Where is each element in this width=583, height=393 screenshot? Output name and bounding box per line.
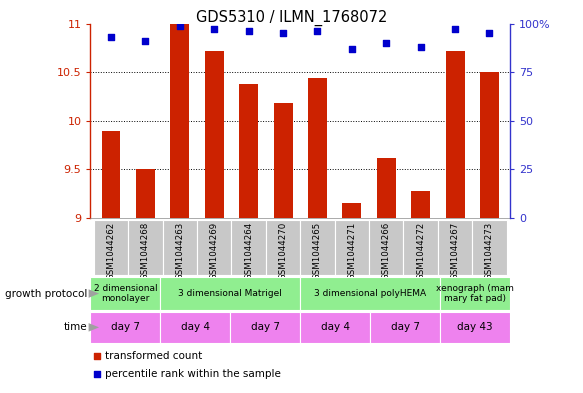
Text: GSM1044267: GSM1044267 — [451, 222, 459, 280]
Bar — [160, 312, 230, 343]
Text: GSM1044273: GSM1044273 — [485, 222, 494, 280]
Bar — [197, 220, 231, 275]
Bar — [308, 78, 327, 218]
Text: xenograph (mam
mary fat pad): xenograph (mam mary fat pad) — [436, 284, 514, 303]
Bar — [411, 191, 430, 218]
Bar — [205, 51, 224, 218]
Text: transformed count: transformed count — [105, 351, 202, 361]
Bar — [90, 312, 160, 343]
Bar — [342, 202, 361, 218]
Point — [93, 371, 102, 377]
Point — [485, 30, 494, 37]
Text: GSM1044268: GSM1044268 — [141, 222, 150, 280]
Bar — [273, 103, 293, 218]
Bar — [136, 169, 155, 218]
Bar — [440, 312, 510, 343]
Text: day 43: day 43 — [457, 322, 493, 332]
Text: GSM1044263: GSM1044263 — [175, 222, 184, 280]
Bar — [170, 24, 189, 218]
Point — [93, 353, 102, 359]
Bar — [480, 72, 499, 218]
Bar — [377, 158, 396, 218]
Bar — [300, 312, 370, 343]
Point — [209, 26, 219, 33]
Text: day 4: day 4 — [181, 322, 210, 332]
Bar — [160, 277, 300, 310]
Point — [278, 30, 287, 37]
Text: day 7: day 7 — [251, 322, 280, 332]
Bar — [300, 277, 440, 310]
Text: GSM1044266: GSM1044266 — [382, 222, 391, 280]
Text: 2 dimensional
monolayer: 2 dimensional monolayer — [93, 284, 157, 303]
Point — [175, 22, 184, 29]
Text: 3 dimensional Matrigel: 3 dimensional Matrigel — [178, 289, 282, 298]
Bar — [266, 220, 300, 275]
Text: day 7: day 7 — [111, 322, 140, 332]
Bar — [369, 220, 403, 275]
Text: GSM1044265: GSM1044265 — [313, 222, 322, 280]
Bar — [128, 220, 163, 275]
Bar — [230, 312, 300, 343]
Point — [106, 34, 115, 40]
Bar — [300, 220, 335, 275]
Point — [451, 26, 460, 33]
Bar — [163, 220, 197, 275]
Bar — [94, 220, 128, 275]
Point — [313, 28, 322, 35]
Text: time: time — [64, 322, 87, 332]
Text: GSM1044270: GSM1044270 — [279, 222, 287, 280]
Bar — [438, 220, 472, 275]
Bar — [335, 220, 369, 275]
Bar — [231, 220, 266, 275]
Bar — [239, 84, 258, 218]
Text: GSM1044272: GSM1044272 — [416, 222, 425, 280]
Polygon shape — [89, 323, 99, 332]
Text: growth protocol: growth protocol — [5, 288, 87, 299]
Point — [141, 38, 150, 44]
Text: 3 dimensional polyHEMA: 3 dimensional polyHEMA — [314, 289, 426, 298]
Bar — [370, 312, 440, 343]
Text: percentile rank within the sample: percentile rank within the sample — [105, 369, 281, 379]
Bar — [440, 277, 510, 310]
Bar — [472, 220, 507, 275]
Text: GSM1044269: GSM1044269 — [210, 222, 219, 280]
Text: GSM1044264: GSM1044264 — [244, 222, 253, 280]
Bar — [445, 51, 465, 218]
Point — [244, 28, 253, 35]
Text: GDS5310 / ILMN_1768072: GDS5310 / ILMN_1768072 — [196, 10, 387, 26]
Point — [347, 46, 357, 52]
Bar — [101, 130, 121, 218]
Text: day 4: day 4 — [321, 322, 350, 332]
Point — [416, 44, 426, 50]
Text: GSM1044271: GSM1044271 — [347, 222, 356, 280]
Bar — [90, 277, 160, 310]
Text: day 7: day 7 — [391, 322, 420, 332]
Point — [382, 40, 391, 46]
Polygon shape — [89, 289, 99, 298]
Bar — [403, 220, 438, 275]
Text: GSM1044262: GSM1044262 — [107, 222, 115, 280]
